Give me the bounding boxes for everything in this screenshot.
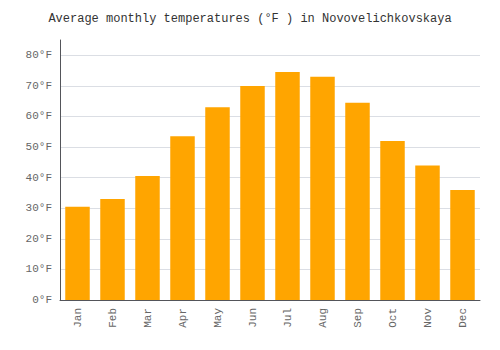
svg-text:10°F: 10°F (26, 263, 52, 275)
svg-text:Sep: Sep (352, 308, 364, 328)
svg-text:20°F: 20°F (26, 233, 52, 245)
svg-text:30°F: 30°F (26, 202, 52, 214)
svg-text:Dec: Dec (457, 308, 469, 328)
svg-text:Mar: Mar (142, 308, 154, 328)
svg-text:Average monthly temperatures (: Average monthly temperatures (°F ) in No… (48, 12, 451, 26)
svg-text:80°F: 80°F (26, 49, 52, 61)
svg-text:Aug: Aug (317, 308, 329, 328)
svg-text:Feb: Feb (107, 308, 119, 328)
svg-text:60°F: 60°F (26, 110, 52, 122)
svg-text:50°F: 50°F (26, 141, 52, 153)
svg-text:Jun: Jun (247, 308, 259, 328)
svg-text:Apr: Apr (177, 308, 189, 328)
svg-text:0°F: 0°F (32, 294, 52, 306)
svg-text:40°F: 40°F (26, 172, 52, 184)
svg-text:May: May (212, 308, 224, 328)
svg-text:Oct: Oct (387, 308, 399, 328)
svg-text:Jul: Jul (282, 308, 294, 328)
svg-text:70°F: 70°F (26, 80, 52, 92)
svg-text:Nov: Nov (422, 308, 434, 328)
svg-text:Jan: Jan (72, 308, 84, 328)
